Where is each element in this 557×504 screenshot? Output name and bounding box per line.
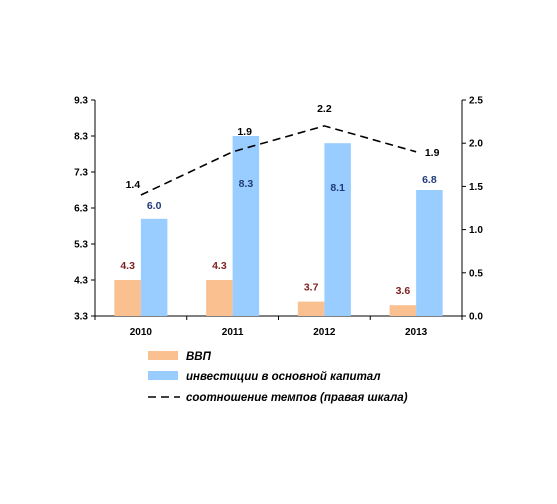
gdp-value-label-2011: 4.3 [212, 260, 227, 272]
gdp-value-label-2010: 4.3 [120, 260, 135, 272]
right-tick-label: 0.0 [469, 312, 483, 323]
left-tick-label: 5.3 [74, 240, 88, 251]
investment-bar-2010 [140, 218, 168, 316]
ratio-value-label-2013: 1.9 [425, 147, 440, 159]
category-label-2010: 2010 [130, 327, 153, 338]
left-tick-label: 7.3 [74, 168, 88, 179]
investment-legend-label: инвестиции в основной капитал [186, 371, 380, 383]
right-tick-label: 0.5 [469, 268, 483, 279]
investment-value-label-2010: 6.0 [147, 200, 162, 212]
right-tick-label: 1.0 [469, 225, 483, 236]
left-tick-label: 3.3 [74, 312, 88, 323]
category-label-2011: 2011 [222, 327, 244, 338]
gdp-bar-2012 [297, 301, 325, 316]
investment-value-label-2013: 6.8 [422, 174, 437, 186]
ratio-value-label-2011: 1.9 [237, 126, 252, 138]
left-tick-label: 4.3 [74, 276, 88, 287]
investment-value-label-2012: 8.1 [330, 182, 345, 194]
left-tick-label: 9.3 [74, 96, 88, 107]
ratio-value-label-2012: 2.2 [317, 103, 332, 115]
ratio-legend-label: соотношение темпов (правая шкала) [186, 392, 408, 404]
left-tick-label: 8.3 [74, 132, 88, 143]
gdp-bar-2013 [389, 305, 417, 316]
category-label-2013: 2013 [405, 327, 428, 338]
investment-legend-swatch [148, 371, 178, 380]
gdp-legend-label: ВВП [186, 351, 212, 363]
investment-bar-2013 [416, 190, 443, 316]
bars [114, 136, 443, 316]
ratio-value-label-2010: 1.4 [126, 179, 141, 191]
legend: ВВП инвестиции в основной капитал соотноше… [148, 351, 408, 404]
gdp-value-label-2012: 3.7 [304, 282, 319, 294]
right-tick-label: 2.5 [469, 96, 483, 107]
ratio-line-group [140, 125, 417, 196]
gdp-legend-swatch [148, 351, 178, 360]
data-labels: 4.3 4.3 3.7 3.6 6.0 8.3 8.1 6.8 1.4 1.9 2.2 1.9 [120, 103, 439, 297]
gdp-bar-2011 [206, 280, 233, 316]
gdp-bar-2010 [114, 280, 141, 316]
investment-bar-2011 [232, 136, 260, 316]
ratio-line [140, 125, 417, 196]
investment-bar-2012 [324, 143, 351, 316]
right-tick-label: 2.0 [469, 139, 483, 150]
right-tick-label: 1.5 [469, 182, 483, 193]
category-label-2012: 2012 [313, 327, 336, 338]
gdp-value-label-2013: 3.6 [396, 285, 411, 297]
left-tick-label: 6.3 [74, 204, 88, 215]
investment-value-label-2011: 8.3 [239, 178, 254, 190]
